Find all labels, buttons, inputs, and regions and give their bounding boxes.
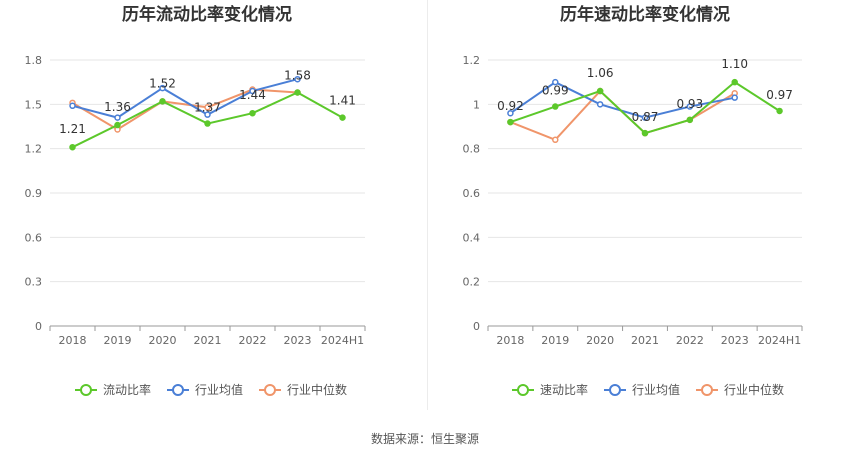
chart-title: 历年速动比率变化情况 (560, 4, 730, 25)
data-point (552, 103, 559, 110)
data-label: 0.87 (632, 110, 659, 124)
data-point (507, 109, 514, 117)
data-source-note: 数据来源：恒生聚源 (370, 432, 479, 446)
y-tick-label: 1.5 (25, 98, 43, 111)
data-label: 1.21 (59, 122, 86, 136)
y-tick-label: 1 (473, 98, 480, 111)
data-point (114, 114, 121, 121)
x-tick-label: 2022 (676, 334, 704, 347)
data-point (641, 114, 649, 121)
data-point (731, 94, 738, 101)
y-tick-label: 0.6 (463, 187, 481, 200)
y-tick-label: 0.4 (463, 231, 481, 244)
data-label: 1.52 (149, 76, 176, 90)
data-point (114, 121, 121, 129)
legend-marker (172, 384, 184, 396)
y-tick-label: 0 (473, 320, 480, 333)
legend-label: 行业均值 (632, 382, 680, 397)
data-point (159, 84, 166, 92)
legend-marker (517, 384, 529, 396)
x-tick-label: 2020 (149, 334, 177, 347)
data-point (596, 101, 604, 108)
legend-marker (80, 384, 92, 396)
y-tick-label: 0.2 (463, 276, 481, 289)
legend-label: 行业均值 (195, 382, 243, 397)
data-point (686, 116, 694, 124)
legend-label: 流动比率 (103, 382, 151, 397)
y-tick-label: 0.6 (25, 231, 43, 244)
data-point (552, 78, 559, 86)
data-point (249, 87, 256, 95)
data-label: 0.92 (497, 99, 524, 113)
y-tick-label: 0.9 (25, 187, 43, 200)
data-label: 1.10 (721, 57, 748, 71)
data-label: 0.97 (766, 88, 793, 102)
data-point (641, 129, 649, 137)
data-point (507, 118, 514, 126)
data-label: 1.36 (104, 100, 131, 114)
panel-divider (427, 0, 428, 410)
legend-marker (701, 384, 713, 396)
x-tick-label: 2021 (631, 334, 659, 347)
data-point (731, 78, 738, 86)
data-point (776, 107, 783, 115)
x-tick-label: 2019 (104, 334, 132, 347)
legend-label: 速动比率 (540, 382, 588, 397)
x-tick-label: 2023 (721, 334, 749, 347)
data-point (69, 143, 76, 151)
data-label: 1.58 (284, 69, 311, 83)
data-point (204, 111, 211, 118)
y-tick-label: 0.8 (463, 143, 481, 156)
legend-marker (264, 384, 276, 396)
data-point (249, 109, 256, 117)
data-point (204, 104, 211, 111)
legend-label: 行业中位数 (724, 382, 784, 397)
y-tick-label: 0 (35, 320, 42, 333)
y-tick-label: 0.3 (25, 276, 43, 289)
data-point (552, 136, 559, 144)
data-label: 1.41 (329, 94, 356, 108)
x-tick-label: 2024H1 (758, 334, 801, 347)
data-point (69, 102, 76, 110)
data-point (159, 98, 166, 105)
data-point (339, 114, 346, 121)
x-tick-label: 2022 (239, 334, 267, 347)
data-point (294, 75, 301, 83)
chart-title: 历年流动比率变化情况 (122, 4, 292, 25)
x-tick-label: 2020 (586, 334, 614, 347)
y-tick-label: 1.8 (25, 54, 43, 67)
data-label: 0.99 (542, 84, 569, 98)
x-tick-label: 2021 (194, 334, 222, 347)
legend-marker (609, 384, 621, 396)
data-point (204, 120, 211, 127)
data-point (686, 103, 694, 110)
x-tick-label: 2024H1 (321, 334, 364, 347)
data-point (294, 89, 301, 96)
series-line (72, 78, 298, 119)
y-tick-label: 1.2 (25, 143, 43, 156)
y-tick-label: 1.2 (463, 54, 481, 67)
legend-label: 行业中位数 (287, 382, 347, 397)
x-tick-label: 2023 (284, 334, 312, 347)
x-tick-label: 2019 (541, 334, 569, 347)
x-tick-label: 2018 (59, 334, 87, 347)
data-point (596, 87, 604, 95)
data-label: 1.06 (587, 66, 614, 80)
data-label: 1.44 (239, 88, 266, 102)
data-label: 1.37 (194, 101, 221, 115)
x-tick-label: 2018 (496, 334, 524, 347)
data-label: 0.93 (676, 97, 703, 111)
